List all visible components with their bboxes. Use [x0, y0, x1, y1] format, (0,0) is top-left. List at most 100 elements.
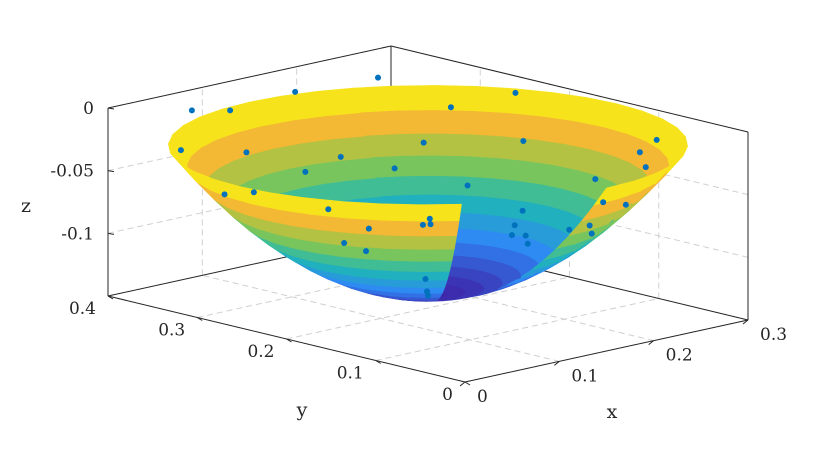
- surface-patch: [432, 175, 463, 196]
- data-point: [325, 206, 332, 213]
- data-point: [177, 147, 184, 154]
- data-point: [188, 107, 195, 114]
- data-point: [422, 275, 429, 282]
- data-point: [622, 201, 629, 208]
- data-point: [427, 221, 434, 228]
- data-point: [365, 225, 372, 232]
- surface-patch: [422, 248, 455, 262]
- data-point: [586, 222, 593, 229]
- surface-patch: [433, 110, 473, 135]
- surface-patch: [354, 85, 398, 114]
- data-point: [464, 182, 471, 189]
- surface-patch: [359, 110, 400, 137]
- surface-patch: [170, 153, 197, 183]
- surface-patch: [403, 175, 434, 196]
- data-point: [524, 240, 531, 247]
- data-point: [341, 239, 348, 246]
- surface-patch: [471, 86, 516, 114]
- z-tick-mark: [107, 232, 115, 235]
- x-tick-label: 0.3: [760, 325, 787, 345]
- surface-patch: [396, 270, 425, 281]
- surface-patch: [468, 110, 510, 137]
- y-tick-label: 0.3: [158, 321, 185, 341]
- surface-patch: [422, 260, 453, 272]
- data-point: [447, 104, 454, 111]
- data-point: [250, 189, 257, 196]
- surface-patch: [465, 134, 504, 159]
- axis-edge: [464, 319, 749, 383]
- axis-edge: [107, 45, 392, 109]
- data-point: [600, 199, 607, 206]
- x-tick-label: 0: [477, 387, 488, 407]
- z-axis-label: z: [21, 195, 31, 217]
- data-point: [519, 207, 526, 214]
- data-point: [227, 107, 234, 114]
- y-tick-mark: [286, 338, 292, 343]
- y-tick-mark: [196, 317, 203, 321]
- axis-edge: [390, 45, 749, 133]
- z-tick-mark: [107, 170, 115, 173]
- data-point: [243, 149, 250, 156]
- data-point: [423, 288, 430, 295]
- surface-patch: [432, 155, 466, 178]
- surface-patch: [393, 260, 424, 272]
- data-point: [636, 149, 643, 156]
- data-point: [508, 232, 515, 239]
- y-tick-mark: [375, 360, 382, 364]
- z-tick-label: 0: [83, 99, 94, 119]
- surface: [167, 85, 688, 302]
- surface-patch: [369, 155, 405, 179]
- surface-patch: [398, 133, 435, 157]
- z-tick-label: -0.05: [50, 162, 94, 182]
- data-point: [302, 168, 309, 175]
- data-point: [642, 164, 649, 171]
- surface-patch: [400, 279, 425, 288]
- y-tick-label: 0: [442, 385, 453, 405]
- data-point: [375, 74, 382, 81]
- surface-patch: [433, 133, 470, 157]
- data-point: [426, 215, 433, 222]
- data-point: [522, 232, 529, 239]
- surface-patch: [340, 201, 385, 221]
- y-tick-mark: [107, 295, 114, 300]
- data-point: [420, 139, 427, 146]
- data-point: [337, 153, 344, 160]
- tick-labels: 0 0.1 0.2 0.3 0 0.1 0.2 0.3 0.4 0 -0.05 -0.1: [50, 99, 787, 407]
- y-axis-label: y: [296, 399, 308, 421]
- y-tick-mark: [464, 381, 471, 386]
- data-point: [511, 222, 518, 229]
- data-point: [391, 165, 398, 172]
- y-tick-label: 0.1: [337, 364, 364, 384]
- surface-patch: [434, 85, 477, 112]
- x-tick-label: 0.1: [571, 366, 598, 386]
- data-point: [592, 176, 599, 183]
- surface-patch: [421, 235, 458, 250]
- surface-patch: [383, 219, 423, 237]
- surface-patch: [461, 156, 497, 179]
- x-tick-mark: [459, 381, 466, 387]
- data-points: [177, 74, 660, 299]
- x-tick-mark: [742, 319, 749, 325]
- data-point: [566, 226, 573, 233]
- surface-patch: [421, 220, 460, 237]
- surface-patch: [394, 85, 436, 112]
- x-axis-label: x: [607, 401, 618, 423]
- data-point: [292, 88, 299, 95]
- y-tick-label: 0.2: [247, 342, 274, 362]
- surface-patch: [396, 110, 435, 135]
- data-point: [221, 191, 228, 198]
- z-tick-mark: [107, 107, 115, 110]
- data-point: [588, 230, 595, 237]
- surface-patch: [390, 248, 424, 262]
- surface-patch: [401, 155, 434, 177]
- data-point: [653, 136, 660, 143]
- x-tick-mark: [554, 360, 560, 366]
- z-tick-label: -0.1: [61, 224, 94, 244]
- surface-patch: [379, 203, 422, 222]
- grid-line: [202, 274, 560, 362]
- axis-labels: x y z: [21, 195, 618, 423]
- data-point: [512, 89, 519, 96]
- data-point: [520, 138, 527, 145]
- surface-patch: [364, 134, 403, 159]
